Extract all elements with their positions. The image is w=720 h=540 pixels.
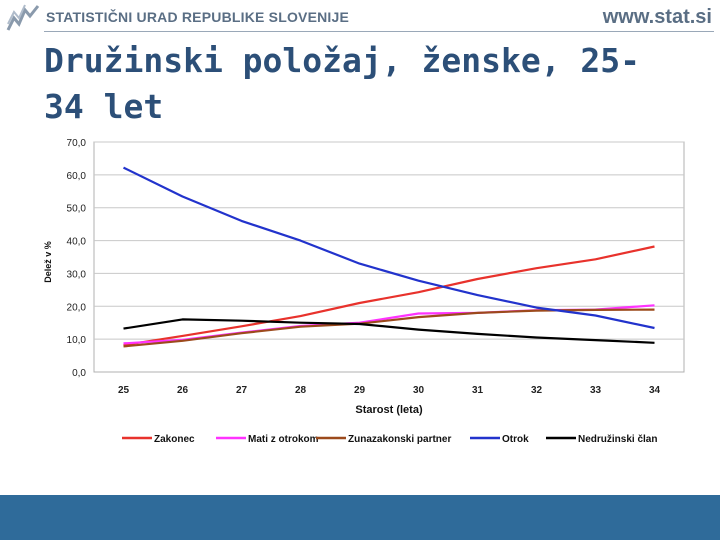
y-tick-label: 70,0 (67, 138, 87, 149)
legend-label: Mati z otrokom (248, 434, 319, 445)
series-line (123, 308, 655, 348)
y-axis-title: Delež v % (43, 241, 53, 283)
plot-area (93, 141, 685, 373)
x-tick-label: 28 (295, 385, 307, 396)
y-tick-label: 60,0 (67, 171, 87, 182)
org-name: STATISTIČNI URAD REPUBLIKE SLOVENIJE (46, 9, 350, 25)
series-line (123, 245, 655, 347)
y-tick-label: 30,0 (67, 269, 87, 280)
legend-label: Nedružinski član (578, 434, 657, 445)
legend-label: Zakonec (154, 434, 195, 445)
y-tick-label: 20,0 (67, 302, 87, 313)
series-line (123, 166, 655, 330)
site-url[interactable]: www.stat.si (602, 6, 712, 28)
y-tick-label: 50,0 (67, 204, 87, 215)
x-tick-label: 34 (649, 385, 661, 396)
x-tick-label: 26 (177, 385, 189, 396)
x-tick-label: 30 (413, 385, 425, 396)
x-tick-label: 32 (531, 385, 543, 396)
x-tick-label: 25 (118, 385, 130, 396)
legend-label: Zunazakonski partner (348, 434, 451, 445)
footer-band (0, 495, 720, 540)
y-tick-label: 10,0 (67, 335, 87, 346)
y-tick-label: 0,0 (72, 368, 86, 379)
legend-label: Otrok (502, 434, 529, 445)
surs-logo-icon (6, 4, 40, 37)
x-tick-label: 29 (354, 385, 366, 396)
header: STATISTIČNI URAD REPUBLIKE SLOVENIJE www… (0, 0, 720, 36)
x-tick-label: 33 (590, 385, 602, 396)
y-tick-label: 40,0 (67, 237, 87, 248)
x-tick-label: 31 (472, 385, 484, 396)
series-line (123, 318, 655, 344)
header-divider (44, 31, 714, 32)
x-axis-title: Starost (leta) (355, 404, 423, 416)
x-tick-label: 27 (236, 385, 248, 396)
page-title: Družinski položaj, ženske, 25-34 let (44, 41, 641, 126)
line-chart: 0,0 10,0 20,0 30,0 40,0 50,0 60,0 70,0 25 26 27 28 2… (43, 138, 685, 445)
